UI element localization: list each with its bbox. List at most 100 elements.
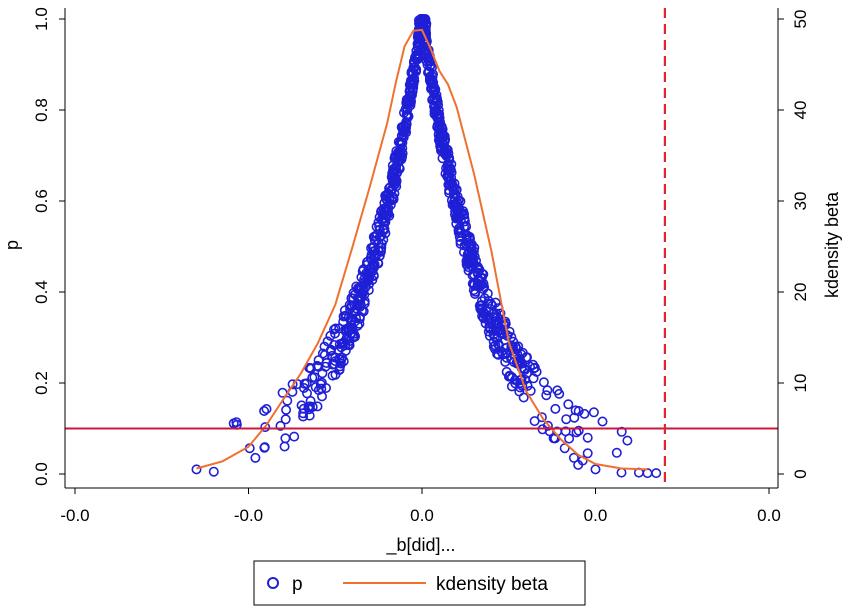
scatter-point [369,235,380,246]
scatter-point [441,144,452,155]
scatter-point [317,348,328,359]
scatter-point [406,90,417,101]
scatter-point [354,313,365,324]
y-right-tick-label: 30 [791,192,810,211]
scatter-point [339,305,350,316]
scatter-point [375,206,386,217]
scatter-point [298,408,309,419]
scatter-point [524,361,535,372]
scatter-point [345,303,356,314]
scatter-point [483,315,494,326]
scatter-point [466,242,477,253]
scatter-point [351,281,362,292]
scatter-point [340,345,351,356]
scatter-point [491,333,502,344]
y-left-tick-label: 0.0 [32,462,51,486]
scatter-point [439,131,450,142]
scatter-point [343,339,354,350]
scatter-point [430,84,441,95]
scatter-point [330,323,341,334]
scatter-point [538,377,549,388]
scatter-point [275,420,286,431]
scatter-point [280,414,291,425]
scatter-point [483,326,494,337]
scatter-point [467,270,478,281]
scatter-point [259,442,270,453]
scatter-point [461,255,472,266]
y-right-tick-label: 20 [791,283,810,302]
scatter-point [488,325,499,336]
scatter-point [380,206,391,217]
scatter-point [379,223,390,234]
scatter-point [588,407,599,418]
scatter-point [622,435,633,446]
scatter-point [319,341,330,352]
scatter-point [385,199,396,210]
legend: p kdensity beta [253,560,586,606]
scatter-point [250,452,261,463]
y-left-tick-label: 0.4 [32,280,51,304]
scatter-point [550,403,561,414]
x-tick-label: 0.0 [757,506,781,525]
x-tick-label: 0.0 [584,506,608,525]
scatter-point [529,416,540,427]
y-right-tick-label: 40 [791,101,810,120]
scatter-point [519,364,530,375]
scatter-point [401,99,412,110]
scatter-point [448,188,459,199]
scatter-point [503,371,514,382]
scatter-point [541,390,552,401]
scatter-point [485,298,496,309]
scatter-point [313,361,324,372]
scatter-point [340,325,351,336]
scatter-point [305,395,316,406]
scatter-point [493,338,504,349]
scatter-point [307,401,318,412]
scatter-point [421,56,432,67]
scatter-point [651,468,662,479]
scatter-point [335,361,346,372]
scatter-point [333,344,344,355]
scatter-point [301,378,312,389]
scatter-point [472,262,483,273]
scatter-point [428,77,439,88]
scatter-point [483,295,494,306]
scatter-point [381,191,392,202]
scatter-point [393,154,404,165]
scatter-point [368,270,379,281]
scatter-point [579,408,590,419]
scatter-point [476,299,487,310]
x-axis-title: _b[did]... [385,535,455,556]
scatter-point [597,416,608,427]
scatter-point [479,282,490,293]
scatter-point [590,464,601,475]
legend-p-marker-icon [267,577,279,589]
scatter-point [433,100,444,111]
scatter-point [301,388,312,399]
scatter-point [573,459,584,470]
scatter-point [528,373,539,384]
scatter-point [322,336,333,347]
scatter-point [582,432,593,443]
scatter-point [452,212,463,223]
scatter-point [390,175,401,186]
scatter-point [408,62,419,73]
scatter-point [208,466,219,477]
legend-p-label: p [292,574,303,595]
axes: 0.0 0.2 0.4 0.6 0.8 1.0 0 10 20 30 40 50 -0.0 -0.0 0.0… [32,7,810,525]
scatter-point [478,269,489,280]
scatter-point [438,132,449,143]
scatter-point [397,125,408,136]
scatter-point [371,231,382,242]
scatter-point [191,464,202,475]
y-left-tick-label: 1.0 [32,7,51,31]
scatter-point [325,330,336,341]
scatter-point [397,137,408,148]
scatter-point [355,295,366,306]
plot-area [65,8,778,488]
y-right-tick-label: 50 [791,10,810,29]
scatter-point [231,417,242,428]
scatter-point [346,328,357,339]
scatter-point [429,89,440,100]
